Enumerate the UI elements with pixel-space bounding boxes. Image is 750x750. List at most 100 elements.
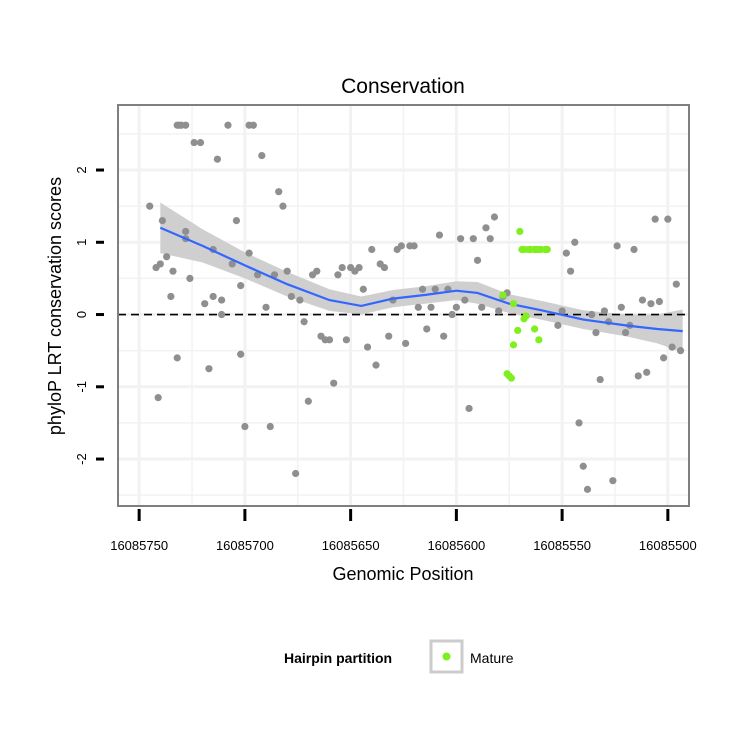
other-point xyxy=(258,151,266,160)
other-point xyxy=(196,138,205,147)
other-point xyxy=(397,242,405,250)
other-point xyxy=(296,296,304,304)
points-other xyxy=(146,121,685,493)
other-point xyxy=(465,404,473,413)
other-point xyxy=(163,253,171,261)
mature-point xyxy=(514,326,522,335)
other-point xyxy=(186,274,194,283)
other-point xyxy=(452,303,460,311)
other-point xyxy=(647,300,655,308)
other-point xyxy=(621,328,630,337)
mature-point xyxy=(503,370,511,378)
other-point xyxy=(473,256,482,264)
y-tick-label: 1 xyxy=(74,239,89,246)
other-point xyxy=(342,336,350,344)
other-point xyxy=(228,260,236,268)
other-point xyxy=(213,155,221,163)
other-point xyxy=(182,227,190,236)
other-point xyxy=(402,339,410,348)
other-point xyxy=(554,321,562,329)
other-point xyxy=(592,328,600,337)
other-point xyxy=(287,292,296,301)
other-point xyxy=(427,303,435,311)
other-point xyxy=(600,307,609,315)
other-point xyxy=(169,267,177,275)
other-point xyxy=(334,271,342,279)
other-point xyxy=(414,303,422,311)
other-point xyxy=(486,235,494,243)
chart-title: Conservation xyxy=(341,75,465,98)
other-point xyxy=(275,188,283,196)
other-point xyxy=(158,217,167,225)
panel-border xyxy=(117,104,690,507)
other-point xyxy=(668,343,676,351)
y-axis: -2 -1 0 1 2 xyxy=(74,166,104,465)
other-point xyxy=(338,263,346,272)
y-tick-label: -2 xyxy=(74,453,89,465)
other-point xyxy=(651,215,659,223)
other-point xyxy=(283,267,291,275)
other-point xyxy=(440,332,448,340)
mature-point xyxy=(520,245,528,254)
other-point xyxy=(655,297,663,306)
x-tick-label: 16085650 xyxy=(322,538,380,553)
legend-key-mature xyxy=(442,652,451,661)
other-point xyxy=(643,368,651,376)
other-point xyxy=(638,296,647,304)
other-point xyxy=(262,303,270,311)
x-tick-label: 16085700 xyxy=(216,538,274,553)
other-point xyxy=(218,310,226,319)
y-tick-label: -1 xyxy=(74,381,89,393)
other-point xyxy=(575,419,583,427)
x-tick-label: 16085500 xyxy=(639,538,697,553)
other-point xyxy=(423,325,431,333)
legend-label-mature: Mature xyxy=(470,650,514,666)
other-point xyxy=(359,285,367,293)
other-point xyxy=(190,138,198,147)
other-point xyxy=(562,249,570,257)
other-point xyxy=(232,217,241,225)
other-point xyxy=(173,354,181,362)
other-point xyxy=(209,292,217,301)
legend: Hairpin partition Mature xyxy=(284,639,514,674)
other-point xyxy=(205,365,213,373)
other-point xyxy=(596,375,604,384)
other-point xyxy=(201,300,209,308)
other-point xyxy=(292,469,300,478)
mature-point xyxy=(522,312,530,320)
other-point xyxy=(617,303,625,311)
x-tick-label: 16085550 xyxy=(533,538,591,553)
legend-title: Hairpin partition xyxy=(284,650,392,666)
other-point xyxy=(249,121,257,129)
other-point xyxy=(279,202,287,210)
y-tick-label: 2 xyxy=(74,166,89,173)
other-point xyxy=(410,242,418,250)
mature-point xyxy=(535,336,543,344)
other-point xyxy=(182,121,190,129)
other-point xyxy=(237,282,245,290)
mature-point xyxy=(531,325,539,333)
other-point xyxy=(613,242,621,250)
other-point xyxy=(676,347,685,355)
x-tick-label: 16085600 xyxy=(427,538,485,553)
y-tick-label: 0 xyxy=(74,311,89,318)
other-point xyxy=(630,245,638,254)
other-point xyxy=(380,263,389,272)
other-point xyxy=(175,121,183,129)
other-point xyxy=(300,318,308,326)
other-point xyxy=(368,245,376,254)
other-point xyxy=(224,121,232,129)
other-point xyxy=(495,307,503,315)
other-point xyxy=(154,394,162,402)
other-point xyxy=(372,361,380,369)
x-tick-label: 16085750 xyxy=(110,538,168,553)
other-point xyxy=(245,249,253,257)
other-point xyxy=(571,238,579,246)
mature-point xyxy=(543,245,551,254)
other-point xyxy=(482,224,490,232)
other-point xyxy=(490,213,499,221)
other-point xyxy=(266,422,274,431)
other-point xyxy=(664,215,672,223)
smooth-trend-line xyxy=(159,226,683,333)
